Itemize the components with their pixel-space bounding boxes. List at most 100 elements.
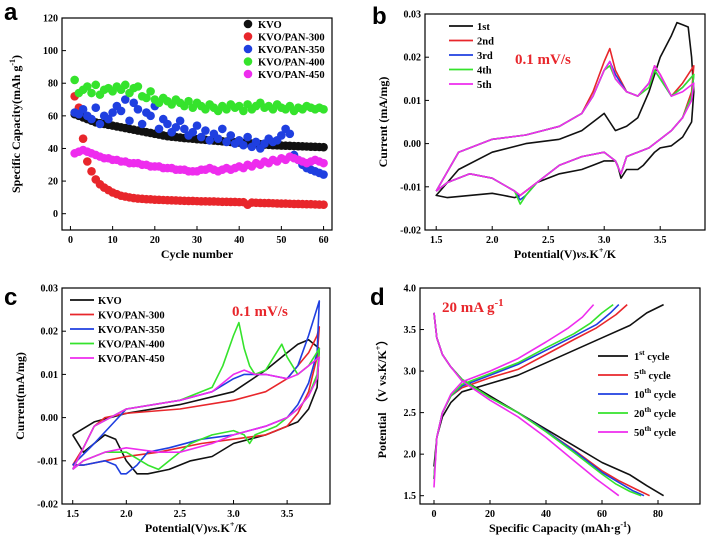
data-point <box>285 129 295 139</box>
x-axis-title: Specific Capacity (mAh·g-1) <box>489 520 631 535</box>
data-point <box>133 82 143 91</box>
y-tick-label: 80 <box>48 79 58 90</box>
data-point <box>180 124 189 134</box>
y-axis-title: Current (mA/mg) <box>376 77 390 168</box>
discharge-curve <box>433 312 620 497</box>
y-tick-label: 3.5 <box>404 325 417 336</box>
y-tick-label: 100 <box>43 46 58 57</box>
plot-frame <box>419 287 701 505</box>
y-axis-title: Specific Capacity(mAh g-1) <box>8 55 23 193</box>
data-point <box>171 122 181 132</box>
panel-letter-a: a <box>4 0 18 26</box>
data-point <box>218 124 227 134</box>
data-point <box>205 136 214 145</box>
data-point <box>243 132 252 142</box>
data-point <box>83 82 92 91</box>
data-point <box>239 106 248 116</box>
data-point <box>120 95 130 104</box>
data-point <box>87 166 96 176</box>
x-tick-label: 0 <box>432 509 437 520</box>
chart-c: 1.5 2.0 2.5 3.0 3.5 -0.02 -0.01 0.00 0.01 0.02 0.0… <box>13 284 331 535</box>
legend-marker <box>243 32 253 41</box>
y-tick-label: 0.00 <box>404 139 422 150</box>
scan-rate-annotation: 0.1 mV/s <box>515 52 571 68</box>
x-axis-title: Cycle number <box>161 247 234 261</box>
y-tick-label: 2.5 <box>404 408 417 419</box>
legend-label: 50th cycle <box>634 424 676 439</box>
data-point <box>201 126 210 135</box>
y-tick-label: 0.03 <box>41 284 59 295</box>
data-point <box>277 131 286 140</box>
x-axis-title: Potential(V)vs.K+/K <box>145 520 248 535</box>
charge-curve <box>433 304 595 488</box>
data-point <box>116 106 126 116</box>
legend-label: KVO/PAN-450 <box>98 354 165 365</box>
y-tick-label: 0.02 <box>41 327 59 338</box>
chart-a: 0 10 20 30 40 50 60 0 20 40 60 80 100 120 KVO KVO/PAN-3… <box>8 14 333 261</box>
scan-rate-annotation: 0.1 mV/s <box>232 304 288 320</box>
panel-letter-b: b <box>372 3 387 30</box>
data-point <box>91 80 101 90</box>
data-point <box>104 114 113 124</box>
legend-label: 4th <box>477 66 492 77</box>
legend-label: 3rd <box>477 51 493 62</box>
cv-curve <box>435 60 695 201</box>
charge-curve <box>433 303 664 467</box>
x-tick-label: 20 <box>150 235 160 246</box>
x-tick-label: 3.0 <box>598 235 611 246</box>
y-tick-label: -0.02 <box>400 226 421 237</box>
data-point <box>129 98 139 108</box>
data-point <box>222 137 231 147</box>
data-point <box>184 96 193 106</box>
legend-marker <box>243 57 253 66</box>
legend-label: KVO/PAN-350 <box>258 45 325 56</box>
cv-curve <box>72 300 321 475</box>
data-point <box>163 119 172 129</box>
cv-curve <box>435 60 695 197</box>
x-tick-label: 3.5 <box>654 235 667 246</box>
y-tick-label: 3.0 <box>404 367 417 378</box>
legend-label: 1st <box>477 22 490 33</box>
discharge-curve <box>433 312 650 497</box>
y-tick-label: 120 <box>43 14 58 25</box>
y-tick-label: -0.01 <box>37 456 58 467</box>
data-point <box>213 134 223 143</box>
plot-frame <box>61 287 331 505</box>
y-tick-label: 0.01 <box>41 370 59 381</box>
y-tick-label: 0 <box>53 209 58 220</box>
current-density-annotation: 20 mA g-1 <box>442 297 504 316</box>
data-point <box>319 170 328 179</box>
data-point <box>146 111 155 121</box>
legend-marker <box>243 19 253 29</box>
data-point <box>78 105 88 114</box>
x-tick-label: 40 <box>541 509 551 520</box>
legend-label: KVO/PAN-400 <box>258 58 325 69</box>
legend-label: 10th cycle <box>634 386 676 401</box>
legend-label: KVO <box>258 20 282 31</box>
cv-curve <box>71 356 321 471</box>
data-point <box>319 158 328 168</box>
data-point <box>137 119 147 129</box>
x-tick-label: 30 <box>192 235 202 246</box>
y-tick-label: -0.02 <box>37 500 58 511</box>
data-point <box>142 93 151 103</box>
data-point <box>196 132 206 142</box>
chart-b: 1.5 2.0 2.5 3.0 3.5 -0.02 -0.01 0.00 0.01 0.02 0.0… <box>376 10 706 261</box>
legend-label: KVO/PAN-450 <box>258 70 325 81</box>
data-point <box>154 124 164 134</box>
x-tick-label: 2.0 <box>120 509 133 520</box>
x-tick-label: 80 <box>653 509 663 520</box>
y-tick-label: 0.01 <box>404 96 422 107</box>
data-point <box>125 116 134 126</box>
data-point <box>239 140 248 150</box>
x-tick-label: 20 <box>485 509 495 520</box>
data-point <box>95 119 105 129</box>
discharge-curve <box>433 312 645 497</box>
chart-d: 0 20 40 60 80 1.5 2.0 2.5 3.0 3.5 4.0 1st cycle 5th … <box>374 284 701 535</box>
x-tick-label: 2.0 <box>486 235 499 246</box>
legend-marker <box>243 44 253 54</box>
y-axis-title: Current(mA/mg) <box>13 352 27 440</box>
x-tick-label: 3.0 <box>227 509 240 520</box>
x-tick-label: 3.5 <box>281 509 294 520</box>
